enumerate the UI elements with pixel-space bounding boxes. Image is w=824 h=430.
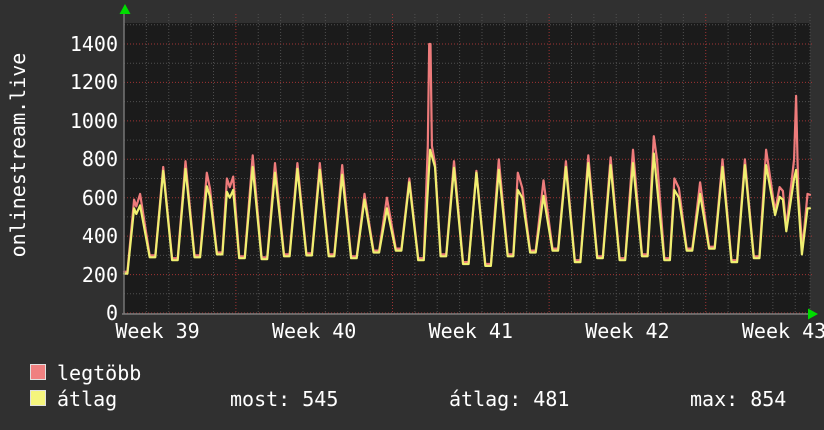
week-label: Week 43 [741, 319, 824, 343]
week-label: Week 42 [585, 319, 670, 343]
week-label: Week 41 [428, 319, 513, 343]
stat-atlag: átlag: 481 [449, 387, 570, 411]
y-tick-label: 1200 [69, 70, 118, 95]
y-tick-label: 400 [81, 224, 118, 249]
chart-plot [119, 4, 818, 320]
y-tick-label: 600 [81, 185, 118, 210]
legend-label-atlag: átlag [57, 387, 118, 411]
legend-swatch-legtobb [30, 364, 46, 380]
x-axis-arrow-icon [808, 308, 818, 320]
legend-swatch-atlag [30, 390, 46, 406]
y-tick-label: 1000 [69, 108, 118, 133]
plot-background [124, 23, 810, 313]
stat-max: max: 854 [690, 387, 787, 411]
y-tick-label: 1400 [69, 32, 118, 56]
y-axis-arrow-icon [119, 4, 131, 14]
series-line-atlag [122, 148, 812, 275]
y-tick-label: 200 [81, 262, 118, 287]
series-line-legtobb [122, 42, 812, 273]
week-label: Week 39 [115, 319, 200, 343]
legend-label-legtobb: legtöbb [57, 361, 142, 385]
week-label: Week 40 [272, 319, 357, 343]
y-tick-label: 800 [81, 147, 118, 172]
y-tick-label: 0 [105, 301, 118, 325]
stat-most: most: 545 [230, 387, 339, 411]
